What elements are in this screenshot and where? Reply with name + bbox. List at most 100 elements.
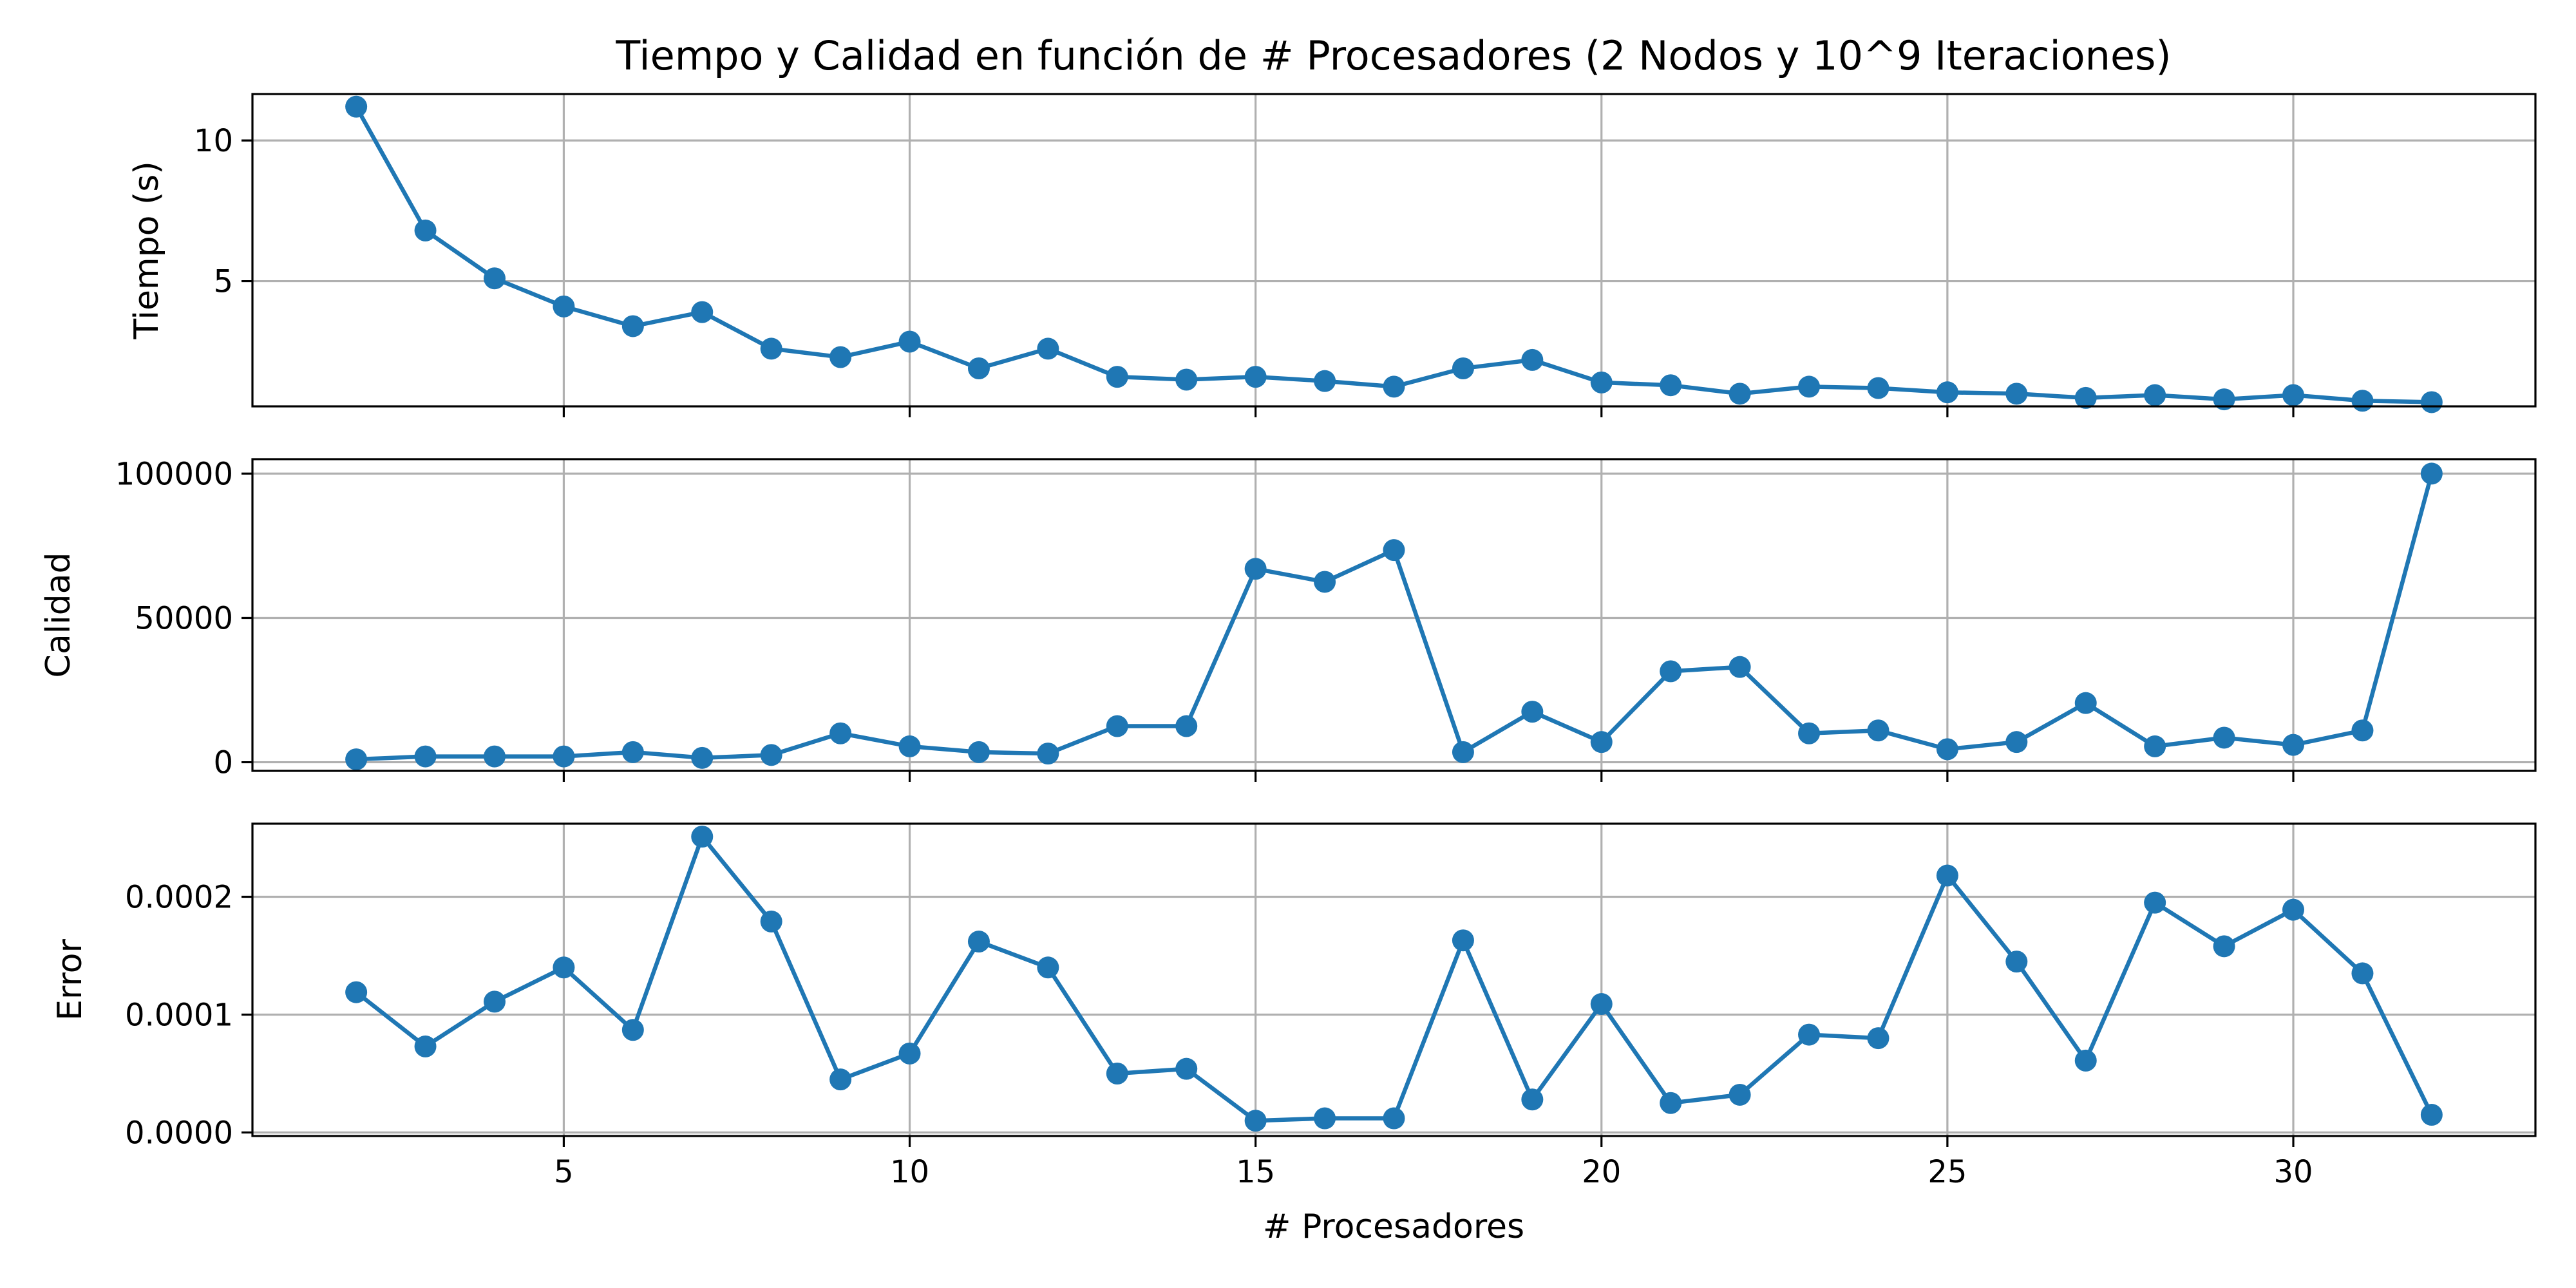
calidad-y-tick-label: 50000	[135, 600, 233, 636]
tiempo-data-point	[1521, 348, 1544, 371]
tiempo-data-point	[2144, 384, 2166, 406]
tiempo-data-point	[1452, 357, 1474, 380]
tiempo-data-point	[898, 330, 921, 353]
calidad-y-tick-label: 100000	[115, 456, 233, 492]
calidad-data-point	[1452, 741, 1474, 763]
tiempo-data-point	[1175, 368, 1198, 391]
calidad-data-point	[483, 745, 506, 768]
tiempo-data-point	[2074, 386, 2097, 409]
error-data-point	[414, 1035, 437, 1057]
calidad-data-point	[1175, 715, 1198, 737]
tiempo-data-point	[2005, 383, 2028, 405]
calidad-y-axis-title: Calidad	[39, 553, 78, 678]
calidad-data-point	[1936, 738, 1958, 761]
error-data-point	[1867, 1027, 1889, 1050]
x-tick-label: 5	[554, 1154, 574, 1190]
chart-title: Tiempo y Calidad en función de # Procesa…	[615, 32, 2171, 79]
tiempo-data-point	[1728, 383, 1751, 405]
calidad-data-point	[414, 745, 437, 768]
error-data-point	[1244, 1110, 1267, 1132]
tiempo-data-point	[1244, 366, 1267, 388]
tiempo-y-tick-label: 10	[194, 123, 233, 159]
calidad-data-point	[2074, 692, 2097, 714]
tiempo-y-tick-label: 5	[213, 264, 233, 300]
error-data-point	[2144, 891, 2166, 914]
x-tick-label: 15	[1236, 1154, 1275, 1190]
tiempo-data-point	[1798, 375, 1821, 398]
calidad-plot-frame	[251, 458, 2537, 772]
tiempo-data-point	[2420, 391, 2443, 413]
error-y-axis-title: Error	[51, 939, 90, 1021]
tiempo-data-point	[691, 301, 714, 323]
calidad-data-point	[2005, 731, 2028, 753]
error-data-point	[1936, 864, 1958, 887]
tiempo-plot-frame	[251, 93, 2537, 408]
calidad-data-point	[2282, 734, 2305, 756]
tiempo-y-axis-title: Tiempo (s)	[128, 161, 166, 339]
tiempo-data-point	[414, 219, 437, 242]
error-data-point	[829, 1068, 852, 1091]
error-data-point	[1521, 1088, 1544, 1111]
error-data-point	[2282, 898, 2305, 921]
calidad-data-point	[1314, 571, 1336, 593]
calidad-y-tick-label: 0	[213, 745, 233, 781]
calidad-data-point	[1798, 722, 1821, 744]
error-data-point	[2351, 962, 2374, 985]
panel-error: 0.0000 0.0001 0.0002 5 10 15 20 25 30 Error	[51, 822, 2537, 1190]
calidad-data-point	[1244, 558, 1267, 580]
error-data-point	[1037, 956, 1059, 979]
tiempo-data-point	[1314, 370, 1336, 392]
error-data-point	[1660, 1092, 1682, 1114]
panel-calidad: 0 50000 100000 Calidad	[39, 456, 2537, 782]
error-data-point	[2005, 951, 2028, 973]
x-tick-label: 30	[2273, 1154, 2313, 1190]
error-data-point	[1314, 1107, 1336, 1130]
error-y-tick-label: 0.0002	[125, 879, 233, 915]
error-data-point	[1590, 993, 1613, 1016]
tiempo-data-point	[1660, 374, 1682, 397]
error-plot-frame	[251, 822, 2537, 1137]
calidad-data-point	[1383, 539, 1405, 562]
tiempo-data-point	[2351, 390, 2374, 412]
calidad-data-point	[621, 741, 644, 763]
calidad-data-point	[2213, 726, 2235, 749]
calidad-data-point	[1521, 701, 1544, 723]
error-data-point	[2213, 935, 2235, 958]
calidad-data-point	[1867, 719, 1889, 742]
tiempo-data-point	[1106, 366, 1128, 388]
tiempo-data-point	[1867, 377, 1889, 399]
tiempo-data-point	[345, 95, 368, 118]
panel-tiempo: 5 10 Tiempo (s)	[128, 93, 2537, 417]
error-y-tick-label: 0.0001	[125, 997, 233, 1033]
error-data-point	[1175, 1057, 1198, 1080]
error-data-point	[1728, 1083, 1751, 1106]
calidad-data-point	[829, 722, 852, 744]
calidad-data-point	[967, 741, 990, 763]
error-data-point	[2420, 1104, 2443, 1126]
tiempo-data-point	[1590, 371, 1613, 393]
x-tick-label: 25	[1927, 1154, 1967, 1190]
x-tick-label: 20	[1582, 1154, 1621, 1190]
tiempo-data-point	[829, 346, 852, 368]
error-data-point	[553, 956, 575, 979]
calidad-data-point	[1728, 656, 1751, 678]
calidad-data-point	[2420, 462, 2443, 485]
error-data-point	[1798, 1023, 1821, 1046]
tiempo-data-point	[1936, 381, 1958, 404]
calidad-data-point	[553, 745, 575, 768]
calidad-data-point	[1037, 743, 1059, 765]
calidad-data-point	[691, 746, 714, 769]
error-data-point	[621, 1019, 644, 1041]
calidad-data-point	[345, 748, 368, 771]
calidad-data-point	[1660, 660, 1682, 683]
calidad-data-point	[2144, 735, 2166, 757]
error-data-point	[1452, 929, 1474, 952]
tiempo-data-point	[2282, 384, 2305, 406]
tiempo-data-point	[760, 337, 782, 360]
tiempo-data-point	[2213, 388, 2235, 411]
tiempo-data-point	[1037, 337, 1059, 360]
error-data-point	[2074, 1049, 2097, 1072]
tiempo-data-point	[967, 357, 990, 380]
